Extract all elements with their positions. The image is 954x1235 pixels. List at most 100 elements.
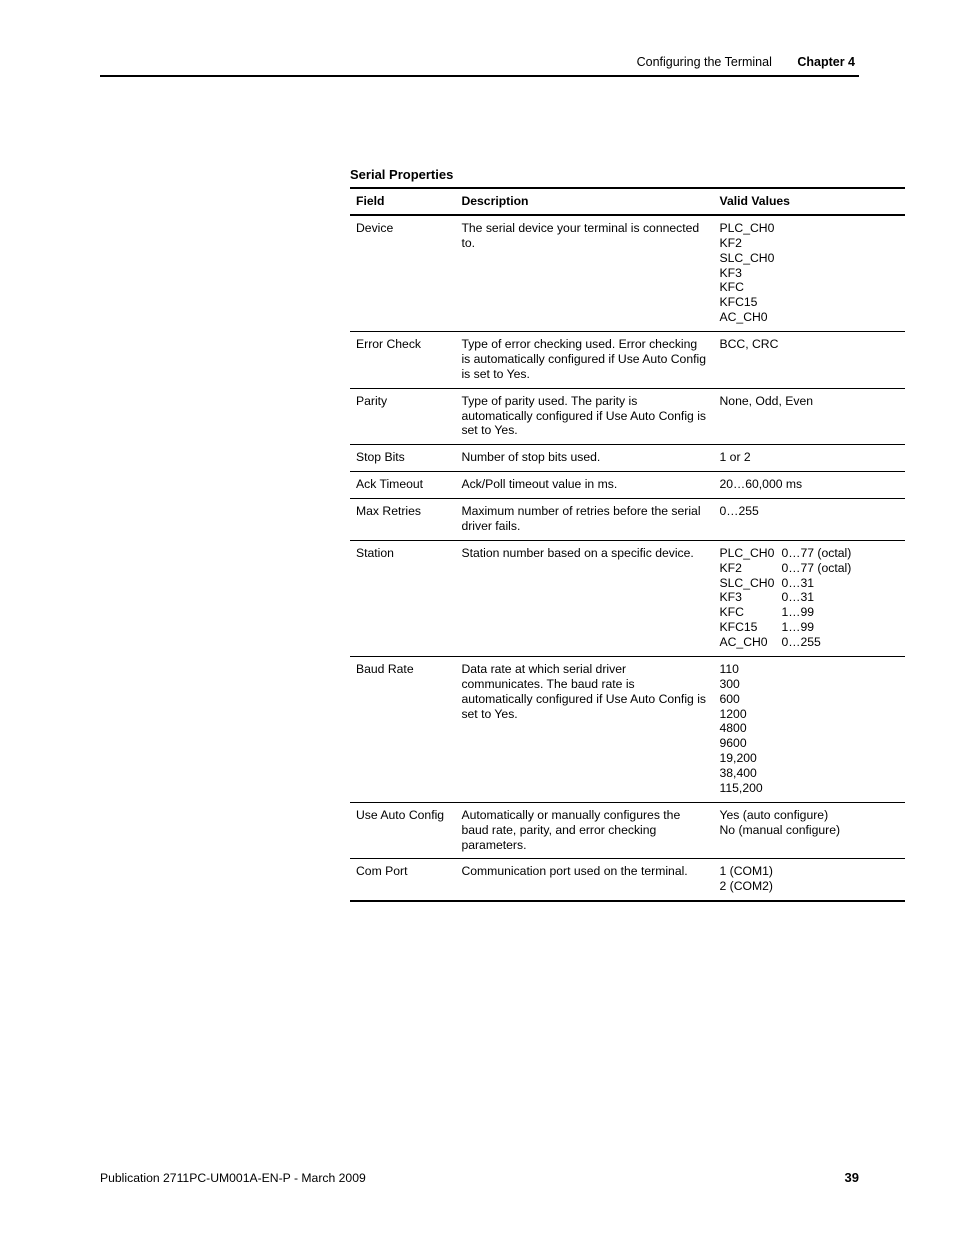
- cell-field: Max Retries: [350, 499, 455, 541]
- valid-value-pair: SLC_CH00…31: [720, 576, 900, 591]
- cell-description: Type of error checking used. Error check…: [455, 332, 713, 389]
- col-valid-values: Valid Values: [714, 188, 906, 215]
- valid-value-line: 110: [720, 662, 900, 677]
- cell-field: Station: [350, 540, 455, 656]
- table-title: Serial Properties: [350, 167, 905, 182]
- pair-key: KFC: [720, 605, 782, 620]
- cell-field: Com Port: [350, 859, 455, 901]
- pair-value: 1…99: [782, 605, 900, 620]
- table-row: DeviceThe serial device your terminal is…: [350, 215, 905, 332]
- pair-value: 0…31: [782, 590, 900, 605]
- table-row: Error CheckType of error checking used. …: [350, 332, 905, 389]
- pair-key: AC_CH0: [720, 635, 782, 650]
- cell-valid-values: BCC, CRC: [714, 332, 906, 389]
- col-description: Description: [455, 188, 713, 215]
- valid-value-line: None, Odd, Even: [720, 394, 900, 409]
- cell-valid-values: PLC_CH00…77 (octal)KF20…77 (octal)SLC_CH…: [714, 540, 906, 656]
- cell-description: Number of stop bits used.: [455, 445, 713, 472]
- header-rule: [100, 75, 859, 77]
- valid-value-line: 115,200: [720, 781, 900, 796]
- col-field: Field: [350, 188, 455, 215]
- table-row: Max RetriesMaximum number of retries bef…: [350, 499, 905, 541]
- valid-value-line: 300: [720, 677, 900, 692]
- pair-value: 1…99: [782, 620, 900, 635]
- cell-valid-values: 1 or 2: [714, 445, 906, 472]
- table-header-row: Field Description Valid Values: [350, 188, 905, 215]
- table-row: ParityType of parity used. The parity is…: [350, 388, 905, 445]
- valid-value-line: No (manual configure): [720, 823, 900, 838]
- table-row: Com PortCommunication port used on the t…: [350, 859, 905, 901]
- cell-valid-values: 1 (COM1)2 (COM2): [714, 859, 906, 901]
- valid-value-line: SLC_CH0: [720, 251, 900, 266]
- content-block: Serial Properties Field Description Vali…: [350, 167, 905, 902]
- running-head: Configuring the Terminal Chapter 4: [100, 55, 859, 69]
- table-row: Use Auto ConfigAutomatically or manually…: [350, 802, 905, 859]
- valid-value-line: KFC15: [720, 295, 900, 310]
- pair-key: KF3: [720, 590, 782, 605]
- valid-value-line: KF2: [720, 236, 900, 251]
- valid-value-line: 1200: [720, 707, 900, 722]
- cell-valid-values: Yes (auto configure)No (manual configure…: [714, 802, 906, 859]
- cell-field: Stop Bits: [350, 445, 455, 472]
- cell-valid-values: PLC_CH0KF2SLC_CH0KF3KFCKFC15AC_CH0: [714, 215, 906, 332]
- valid-value-line: PLC_CH0: [720, 221, 900, 236]
- cell-valid-values: 20…60,000 ms: [714, 472, 906, 499]
- valid-value-pair: KF30…31: [720, 590, 900, 605]
- publication-text: Publication 2711PC-UM001A-EN-P - March 2…: [100, 1171, 366, 1185]
- cell-description: The serial device your terminal is conne…: [455, 215, 713, 332]
- valid-value-pair: AC_CH00…255: [720, 635, 900, 650]
- cell-field: Parity: [350, 388, 455, 445]
- pair-value: 0…31: [782, 576, 900, 591]
- table-body: DeviceThe serial device your terminal is…: [350, 215, 905, 901]
- cell-field: Use Auto Config: [350, 802, 455, 859]
- cell-description: Communication port used on the terminal.: [455, 859, 713, 901]
- cell-field: Error Check: [350, 332, 455, 389]
- valid-value-pair: KFC151…99: [720, 620, 900, 635]
- table-row: StationStation number based on a specifi…: [350, 540, 905, 656]
- pair-key: KF2: [720, 561, 782, 576]
- valid-value-line: KF3: [720, 266, 900, 281]
- valid-value-line: 20…60,000 ms: [720, 477, 900, 492]
- valid-value-line: KFC: [720, 280, 900, 295]
- valid-value-pair: PLC_CH00…77 (octal): [720, 546, 900, 561]
- valid-value-line: 4800: [720, 721, 900, 736]
- valid-value-line: AC_CH0: [720, 310, 900, 325]
- cell-field: Baud Rate: [350, 656, 455, 802]
- valid-value-line: BCC, CRC: [720, 337, 900, 352]
- valid-value-line: 2 (COM2): [720, 879, 900, 894]
- valid-value-pair: KFC1…99: [720, 605, 900, 620]
- pair-key: PLC_CH0: [720, 546, 782, 561]
- page-number: 39: [845, 1170, 859, 1185]
- pair-value: 0…255: [782, 635, 900, 650]
- serial-properties-table: Field Description Valid Values DeviceThe…: [350, 187, 905, 902]
- valid-value-line: 9600: [720, 736, 900, 751]
- running-head-chapter: Chapter 4: [797, 55, 855, 69]
- running-head-section: Configuring the Terminal: [637, 55, 772, 69]
- cell-description: Type of parity used. The parity is autom…: [455, 388, 713, 445]
- cell-valid-values: 0…255: [714, 499, 906, 541]
- pair-value: 0…77 (octal): [782, 546, 900, 561]
- cell-field: Ack Timeout: [350, 472, 455, 499]
- valid-value-pair: KF20…77 (octal): [720, 561, 900, 576]
- table-row: Baud RateData rate at which serial drive…: [350, 656, 905, 802]
- valid-value-line: 19,200: [720, 751, 900, 766]
- cell-field: Device: [350, 215, 455, 332]
- valid-value-line: Yes (auto configure): [720, 808, 900, 823]
- table-row: Stop BitsNumber of stop bits used. 1 or 2: [350, 445, 905, 472]
- cell-description: Ack/Poll timeout value in ms.: [455, 472, 713, 499]
- valid-value-line: 38,400: [720, 766, 900, 781]
- cell-valid-values: 11030060012004800960019,20038,400115,200: [714, 656, 906, 802]
- valid-value-line: 0…255: [720, 504, 900, 519]
- cell-description: Station number based on a specific devic…: [455, 540, 713, 656]
- table-row: Ack TimeoutAck/Poll timeout value in ms.…: [350, 472, 905, 499]
- pair-key: SLC_CH0: [720, 576, 782, 591]
- cell-valid-values: None, Odd, Even: [714, 388, 906, 445]
- valid-value-line: 1 (COM1): [720, 864, 900, 879]
- valid-value-line: 1 or 2: [720, 450, 900, 465]
- cell-description: Maximum number of retries before the ser…: [455, 499, 713, 541]
- pair-value: 0…77 (octal): [782, 561, 900, 576]
- valid-value-line: 600: [720, 692, 900, 707]
- pair-key: KFC15: [720, 620, 782, 635]
- page: Configuring the Terminal Chapter 4 Seria…: [0, 0, 954, 1235]
- cell-description: Automatically or manually configures the…: [455, 802, 713, 859]
